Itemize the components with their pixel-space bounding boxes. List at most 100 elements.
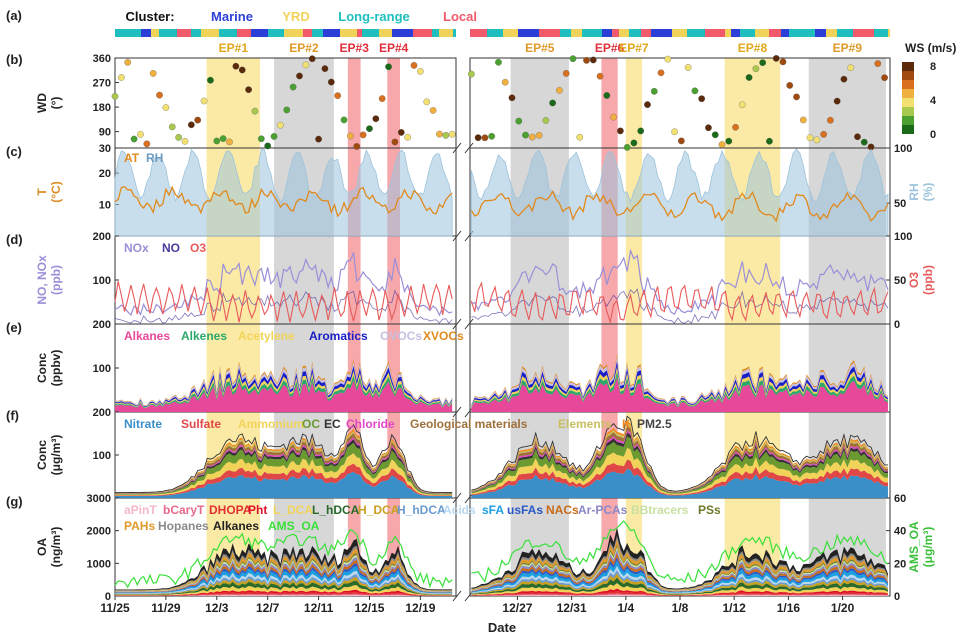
wd-point (650, 87, 658, 95)
wd-point (143, 140, 151, 148)
legend-pss: PSs (698, 503, 721, 517)
axis-break (452, 406, 462, 418)
wd-point (698, 95, 706, 103)
wd-point (813, 136, 821, 144)
y-tick-label: 2000 (87, 526, 111, 538)
no-line (471, 288, 889, 324)
legend-geological-materials: Geological materials (410, 417, 528, 431)
wd-point (515, 117, 523, 125)
cluster-strip-segment (413, 29, 432, 37)
y-tick-label: 200 (93, 231, 111, 243)
wd-point (495, 58, 502, 66)
y-tick-label: 0 (894, 319, 900, 331)
cluster-strip-segment (151, 29, 159, 37)
wd-point (833, 97, 841, 105)
y-tick-label: 50 (894, 275, 906, 287)
stack-pht (471, 588, 888, 596)
cluster-strip-segment (191, 29, 201, 37)
wd-point (410, 62, 418, 69)
wd-point (347, 132, 354, 140)
cluster-strip-segment (303, 29, 312, 37)
wd-point (232, 62, 240, 70)
wd-point (257, 135, 265, 143)
x-tick-label: 12/19 (405, 601, 435, 615)
wd-point (378, 95, 386, 102)
legend-elements: Elements (558, 417, 612, 431)
y-axis-unit: (ng/m³) (49, 527, 63, 568)
wd-point (219, 135, 227, 142)
wd-point (168, 123, 176, 131)
stack-hopanes (115, 545, 453, 591)
wd-point (481, 134, 489, 142)
stack-pahs (471, 539, 888, 591)
episode-label: EP#9 (833, 41, 863, 55)
y-axis-title: OA (ng/m³) (35, 527, 63, 568)
nox-line (114, 252, 453, 317)
wd-point (847, 64, 855, 72)
wd-point (315, 135, 322, 143)
wd-point (327, 78, 335, 86)
stack-ovocs (471, 355, 888, 406)
stack-l-dca (115, 585, 453, 596)
cluster-strip-segment (177, 29, 191, 37)
cluster-legend-2: Long-range (338, 9, 410, 24)
cluster-strip-segment (201, 29, 219, 37)
cluster-strip-segment (503, 29, 518, 37)
stack-ar-pcas (115, 557, 453, 592)
episode-label: EP#6 (595, 41, 625, 55)
wd-point (556, 86, 563, 94)
axis-break (452, 142, 462, 154)
wd-point (691, 87, 699, 95)
wd-point (118, 74, 125, 81)
cluster-strip-segment (629, 29, 641, 37)
y-axis-label: RH (907, 183, 921, 200)
wd-point (372, 115, 380, 123)
colorbar-tick: 4 (930, 95, 937, 107)
stack-bcaryt (115, 593, 453, 596)
wd-point (718, 141, 726, 148)
cluster-strip-segment (159, 29, 177, 37)
legend-ams-oa: AMS_OA (268, 519, 320, 533)
wd-point (251, 107, 259, 115)
no-line (114, 289, 453, 324)
wd-point (827, 116, 834, 124)
cluster-strip-segment (837, 29, 853, 37)
cluster-strip-segment (769, 29, 781, 37)
colorbar-tick: 8 (930, 61, 936, 73)
y-tick-label: 40 (894, 526, 906, 538)
cluster-strip-segment (731, 29, 740, 37)
legend-aromatics: Aromatics (309, 329, 368, 343)
y-tick-label: 20 (894, 558, 906, 570)
pm25-line (114, 423, 453, 493)
wd-point (501, 78, 509, 86)
wd-point (562, 70, 570, 77)
stack-pss (115, 553, 453, 592)
wd-point (881, 74, 888, 82)
cluster-strip-segment (219, 29, 237, 37)
wd-point (353, 143, 361, 150)
wd-point (194, 116, 202, 124)
legend-chloride: Chloride (346, 417, 395, 431)
wd-point (404, 133, 411, 141)
cluster-strip-segment (518, 29, 539, 37)
legend-alkanes: Alkanes (124, 329, 170, 343)
wd-point (175, 134, 182, 141)
wd-point (156, 91, 163, 99)
wd-point (583, 57, 590, 64)
wd-point (603, 92, 611, 99)
wd-point (308, 55, 316, 63)
stack-alkanes (115, 380, 453, 412)
wd-point (488, 132, 496, 140)
cluster-label: Cluster: (125, 9, 174, 24)
cluster-strip-segment (789, 29, 810, 37)
wd-point (385, 63, 392, 71)
cluster-strip-segment (602, 29, 612, 37)
y-axis-unit: (%) (921, 183, 935, 202)
stack-oc (115, 442, 453, 495)
y-axis-title: NO, NOx (ppb) (35, 255, 63, 305)
stack-l-hdca (471, 577, 888, 595)
stack-aromatics (471, 360, 888, 406)
x-tick-label: 11/29 (151, 601, 181, 615)
y-tick-label: 10 (99, 200, 111, 212)
